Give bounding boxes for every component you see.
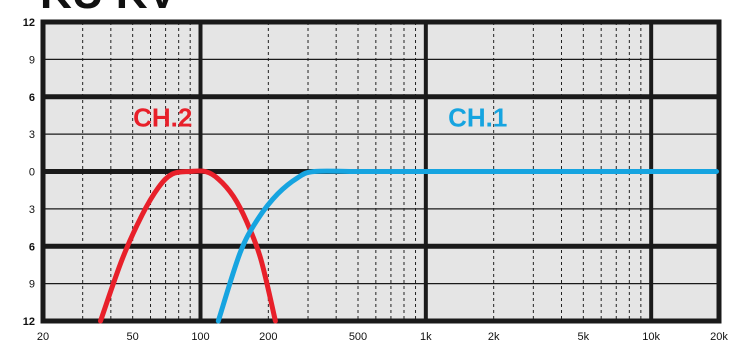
x-tick-label: 200 bbox=[259, 331, 277, 343]
series-label: CH.2 bbox=[133, 103, 192, 133]
x-tick-label: 20 bbox=[37, 331, 49, 343]
y-tick-label: 6 bbox=[29, 92, 35, 104]
x-tick-label: 1k bbox=[420, 331, 432, 343]
x-tick-label: 10k bbox=[642, 331, 660, 343]
series-label: CH.1 bbox=[448, 103, 507, 133]
y-tick-label: 6 bbox=[29, 241, 35, 253]
x-tick-label: 100 bbox=[191, 331, 209, 343]
y-tick-label: 3 bbox=[29, 204, 35, 216]
y-tick-label: 9 bbox=[29, 54, 35, 66]
series-line bbox=[215, 168, 719, 324]
y-tick-label: 9 bbox=[29, 279, 35, 291]
x-tick-label: 500 bbox=[349, 331, 367, 343]
y-tick-label: 12 bbox=[23, 316, 35, 328]
chart-title-fragment: KU KV bbox=[40, 0, 178, 18]
y-tick-label: 0 bbox=[29, 167, 35, 179]
x-tick-label: 20k bbox=[710, 331, 728, 343]
y-tick-label: 3 bbox=[29, 129, 35, 141]
y-tick-label: 12 bbox=[23, 17, 35, 29]
x-tick-label: 5k bbox=[578, 331, 590, 343]
series-line bbox=[98, 168, 278, 324]
x-tick-label: 50 bbox=[127, 331, 139, 343]
x-tick-label: 2k bbox=[488, 331, 500, 343]
